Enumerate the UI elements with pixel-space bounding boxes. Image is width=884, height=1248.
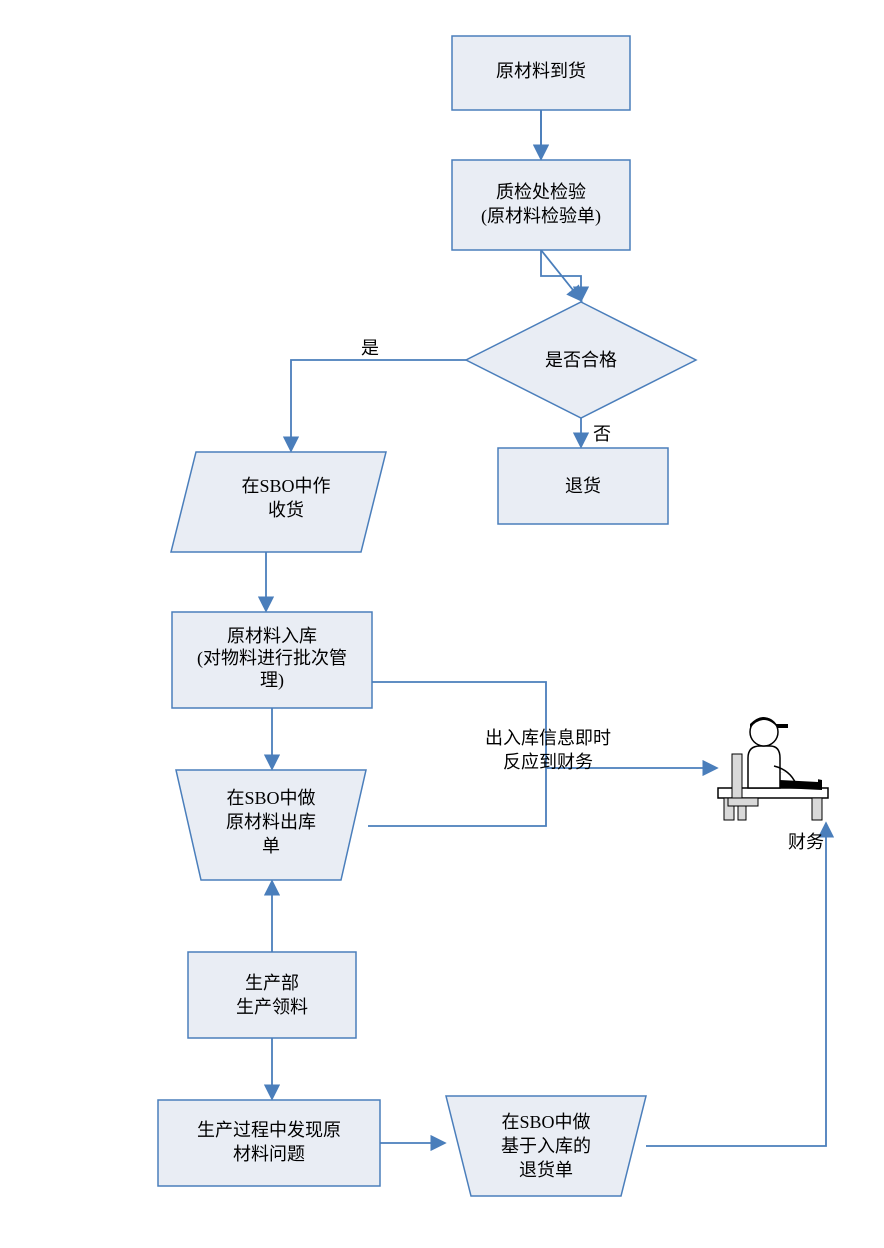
flowchart-canvas: 原材料到货 质检处检验 (原材料检验单) 是否合格 在SBO中作 收货 退货 原… [0, 0, 884, 1248]
node-production-problem: 生产过程中发现原 材料问题 [158, 1100, 380, 1186]
node-quality-inspection-line1: 质检处检验 [496, 182, 586, 202]
finance-icon [718, 717, 828, 820]
label-no: 否 [593, 424, 611, 444]
floating-info-to-finance: 出入库信息即时 反应到财务 [485, 728, 611, 772]
node-sbo-receive-line1: 在SBO中作 [241, 476, 330, 496]
node-sbo-return-line3: 退货单 [519, 1160, 573, 1180]
node-sbo-return: 在SBO中做 基于入库的 退货单 [446, 1096, 646, 1196]
node-production-pick-line2: 生产领料 [236, 997, 308, 1017]
node-sbo-receive-line2: 收货 [268, 500, 304, 520]
node-raw-material-arrival: 原材料到货 [452, 36, 630, 110]
node-sbo-issue-line1: 在SBO中做 [226, 788, 315, 808]
node-return-goods-label: 退货 [565, 476, 601, 496]
node-production-problem-line2: 材料问题 [233, 1144, 305, 1164]
node-raw-material-stockin: 原材料入库 (对物料进行批次管 理) [172, 612, 372, 708]
node-sbo-return-line1: 在SBO中做 [501, 1112, 590, 1132]
node-sbo-issue-line3: 单 [262, 836, 280, 856]
node-production-pick-line1: 生产部 [245, 973, 299, 993]
node-raw-material-stockin-line2: (对物料进行批次管 [197, 648, 347, 669]
finance-caption: 财务 [788, 832, 824, 852]
node-quality-inspection: 质检处检验 (原材料检验单) [452, 160, 630, 250]
node-qualified-decision-label: 是否合格 [545, 350, 617, 370]
label-yes: 是 [361, 338, 379, 358]
node-return-goods: 退货 [498, 448, 668, 524]
node-sbo-issue: 在SBO中做 原材料出库 单 [176, 770, 366, 880]
nodes: 原材料到货 质检处检验 (原材料检验单) 是否合格 在SBO中作 收货 退货 原… [158, 36, 828, 1196]
floating-info-line1: 出入库信息即时 [485, 728, 611, 748]
node-raw-material-arrival-label: 原材料到货 [496, 61, 586, 81]
floating-info-line2: 反应到财务 [503, 752, 593, 772]
node-sbo-receive: 在SBO中作 收货 [171, 452, 386, 552]
node-sbo-return-line2: 基于入库的 [501, 1136, 591, 1156]
edge-return-to-finance [646, 824, 826, 1146]
node-raw-material-stockin-line3: 理) [260, 670, 284, 691]
node-production-problem-line1: 生产过程中发现原 [197, 1120, 341, 1140]
edge-decision-yes [291, 360, 466, 450]
node-quality-inspection-line2: (原材料检验单) [481, 206, 601, 227]
edge-n2-n3 [541, 250, 581, 300]
node-sbo-issue-line2: 原材料出库 [226, 812, 316, 832]
node-production-pick: 生产部 生产领料 [188, 952, 356, 1038]
node-raw-material-stockin-line1: 原材料入库 [227, 626, 317, 646]
node-qualified-decision: 是否合格 [466, 302, 696, 418]
